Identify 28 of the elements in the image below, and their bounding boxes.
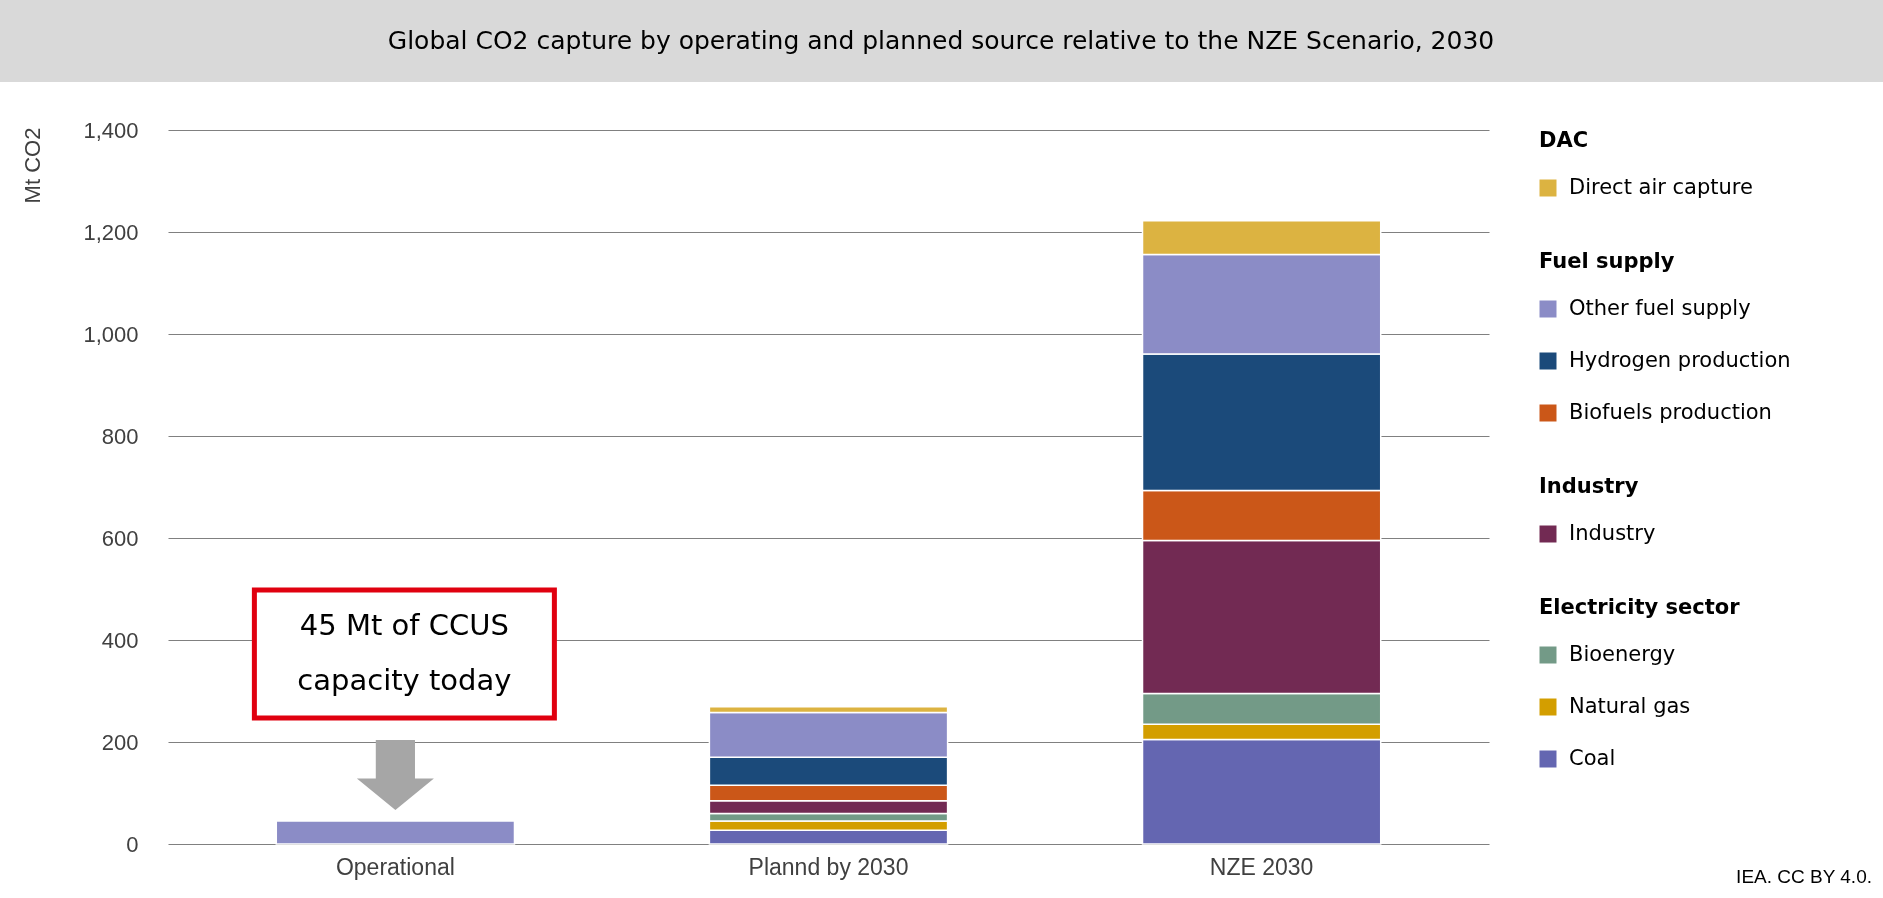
legend-label: Direct air capture xyxy=(1569,175,1753,199)
x-tick-label: Plannd by 2030 xyxy=(748,853,909,880)
y-tick-label: 200 xyxy=(101,729,139,755)
chart-title: Global CO2 capture by operating and planned source relative to the NZE Scenario, 2030 xyxy=(387,26,1495,55)
annotation: 45 Mt of CCUS capacity today xyxy=(297,608,512,697)
text: IEA. CC BY 4.0. xyxy=(1736,866,1872,887)
y-axis-title: Mt CO2 xyxy=(19,127,45,204)
y-tick-label: 800 xyxy=(101,423,139,449)
y-tick-label: 600 xyxy=(101,525,139,551)
text: DAC xyxy=(1539,128,1589,152)
legend-label: Bioenergy xyxy=(1569,642,1676,666)
legend-label: Hydrogen production xyxy=(1569,348,1791,372)
y-tick-label: 1,400 xyxy=(83,117,139,143)
text: Electricity sector xyxy=(1539,595,1741,619)
x-tick-label: Operational xyxy=(335,853,455,880)
x-tick-label: NZE 2030 xyxy=(1209,853,1314,880)
legend-label: Natural gas xyxy=(1569,694,1691,718)
legend-label: Biofuels production xyxy=(1569,400,1772,424)
y-tick-label: 400 xyxy=(101,627,139,653)
y-tick-label: 0 xyxy=(126,831,139,857)
text: Industry xyxy=(1539,474,1639,498)
y-tick-label: 1,200 xyxy=(83,219,139,245)
legend-label: Industry xyxy=(1569,521,1656,545)
y-tick-label: 1,000 xyxy=(83,321,139,347)
text: Fuel supply xyxy=(1539,249,1675,273)
legend-label: Other fuel supply xyxy=(1569,296,1751,320)
bar xyxy=(275,820,516,845)
legend-label: Coal xyxy=(1569,746,1616,770)
